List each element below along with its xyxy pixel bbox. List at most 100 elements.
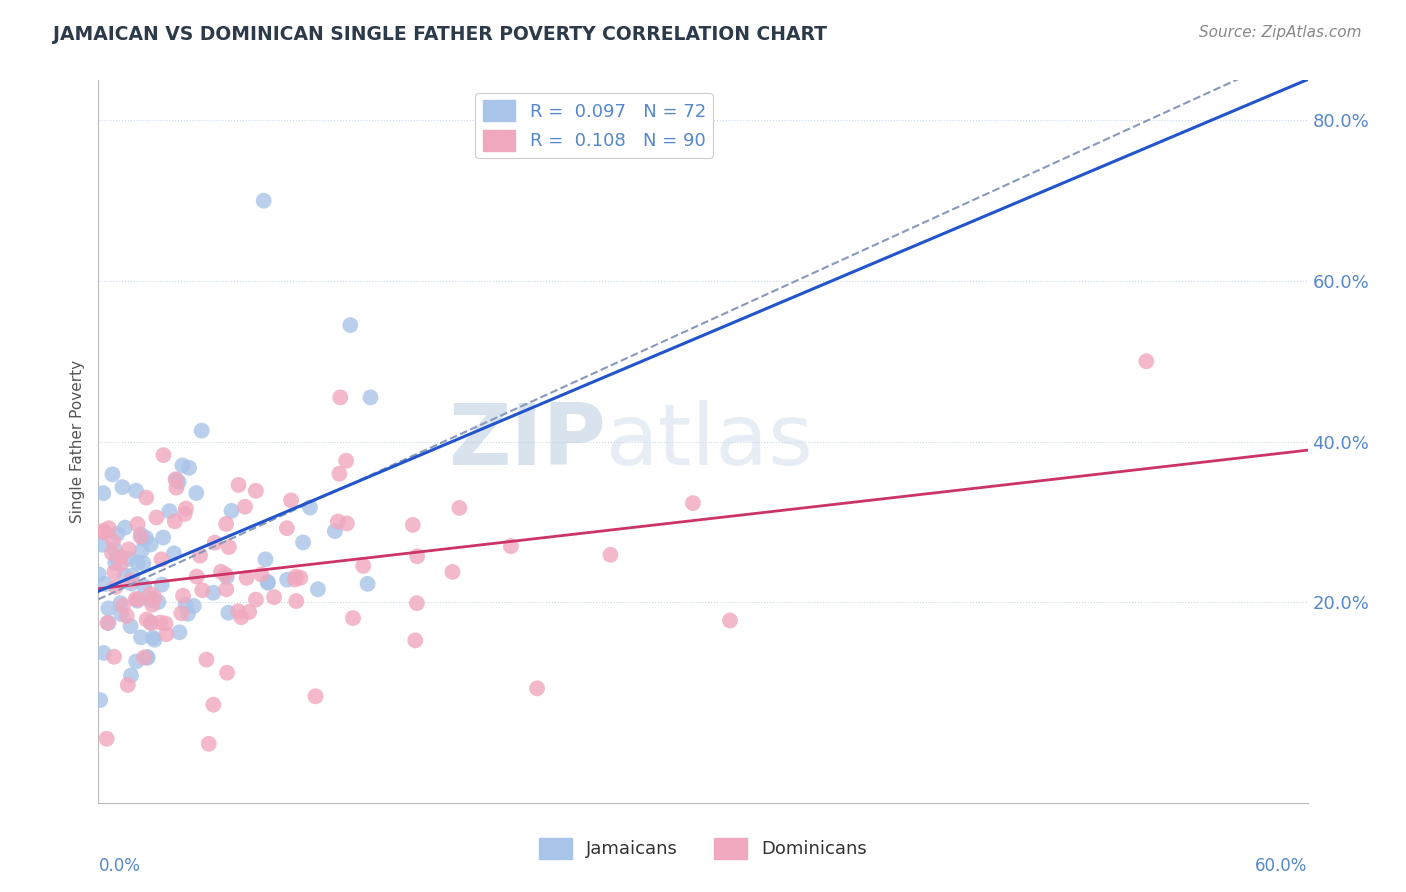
Point xyxy=(93,525,115,540)
Point xyxy=(110,557,132,571)
Point xyxy=(132,557,155,571)
Point xyxy=(136,650,159,665)
Point xyxy=(165,473,187,487)
Point xyxy=(132,532,155,546)
Point xyxy=(307,582,329,597)
Point xyxy=(245,592,267,607)
Point xyxy=(89,693,111,707)
Point xyxy=(125,483,148,498)
Point xyxy=(285,570,308,584)
Point xyxy=(177,607,200,621)
Point xyxy=(91,538,114,552)
Point xyxy=(326,515,349,529)
Y-axis label: Single Father Poverty: Single Father Poverty xyxy=(70,360,86,523)
Point xyxy=(125,591,148,606)
Point xyxy=(329,390,352,404)
Point xyxy=(215,516,238,531)
Point xyxy=(173,507,195,521)
Point xyxy=(298,500,321,515)
Point xyxy=(218,540,240,554)
Point xyxy=(87,567,110,582)
Point xyxy=(183,599,205,613)
Point xyxy=(97,601,120,615)
Point xyxy=(280,493,302,508)
Point xyxy=(405,596,427,610)
Point xyxy=(104,580,127,594)
Point xyxy=(276,573,298,587)
Point xyxy=(97,615,120,630)
Point xyxy=(125,655,148,669)
Point xyxy=(323,524,346,538)
Point xyxy=(103,565,125,579)
Point xyxy=(150,577,173,591)
Point xyxy=(143,591,166,605)
Point xyxy=(117,678,139,692)
Point xyxy=(195,652,218,666)
Point xyxy=(129,529,152,543)
Point xyxy=(112,599,135,613)
Point xyxy=(129,630,152,644)
Point xyxy=(120,576,142,591)
Point xyxy=(120,668,142,682)
Point xyxy=(449,500,471,515)
Point xyxy=(163,515,186,529)
Point xyxy=(165,472,187,486)
Point xyxy=(135,491,157,505)
Point xyxy=(342,611,364,625)
Point xyxy=(191,583,214,598)
Point xyxy=(214,567,236,582)
Point xyxy=(101,546,124,560)
Point xyxy=(115,608,138,623)
Text: JAMAICAN VS DOMINICAN SINGLE FATHER POVERTY CORRELATION CHART: JAMAICAN VS DOMINICAN SINGLE FATHER POVE… xyxy=(53,25,827,44)
Point xyxy=(152,531,174,545)
Point xyxy=(120,619,142,633)
Point xyxy=(339,318,361,332)
Text: Source: ZipAtlas.com: Source: ZipAtlas.com xyxy=(1198,25,1361,40)
Point xyxy=(290,571,312,585)
Point xyxy=(441,565,464,579)
Point xyxy=(142,631,165,645)
Text: 60.0%: 60.0% xyxy=(1256,857,1308,875)
Point xyxy=(204,535,226,549)
Point xyxy=(304,690,326,704)
Point xyxy=(121,568,143,582)
Point xyxy=(136,650,159,665)
Point xyxy=(110,596,132,610)
Point xyxy=(118,552,141,566)
Point xyxy=(402,517,425,532)
Point xyxy=(250,567,273,582)
Legend: Jamaicans, Dominicans: Jamaicans, Dominicans xyxy=(531,830,875,866)
Point xyxy=(202,698,225,712)
Point xyxy=(360,390,382,404)
Point xyxy=(215,570,238,584)
Point xyxy=(135,531,157,545)
Point xyxy=(276,521,298,535)
Point xyxy=(233,500,256,514)
Point xyxy=(215,665,238,680)
Point xyxy=(93,524,115,538)
Point xyxy=(188,549,211,563)
Point xyxy=(111,480,134,494)
Point xyxy=(169,625,191,640)
Point xyxy=(292,535,315,549)
Point xyxy=(139,593,162,607)
Point xyxy=(170,607,193,621)
Point xyxy=(93,646,115,660)
Point xyxy=(105,527,128,541)
Point xyxy=(145,510,167,524)
Point xyxy=(143,632,166,647)
Point xyxy=(352,558,374,573)
Point xyxy=(245,483,267,498)
Point xyxy=(186,569,208,583)
Point xyxy=(117,542,139,557)
Point xyxy=(101,534,124,549)
Point xyxy=(285,594,308,608)
Point xyxy=(174,598,197,612)
Point xyxy=(190,424,212,438)
Point xyxy=(257,575,280,590)
Point xyxy=(155,616,177,631)
Point xyxy=(335,454,357,468)
Point xyxy=(499,539,522,553)
Point xyxy=(139,615,162,630)
Point xyxy=(96,615,118,630)
